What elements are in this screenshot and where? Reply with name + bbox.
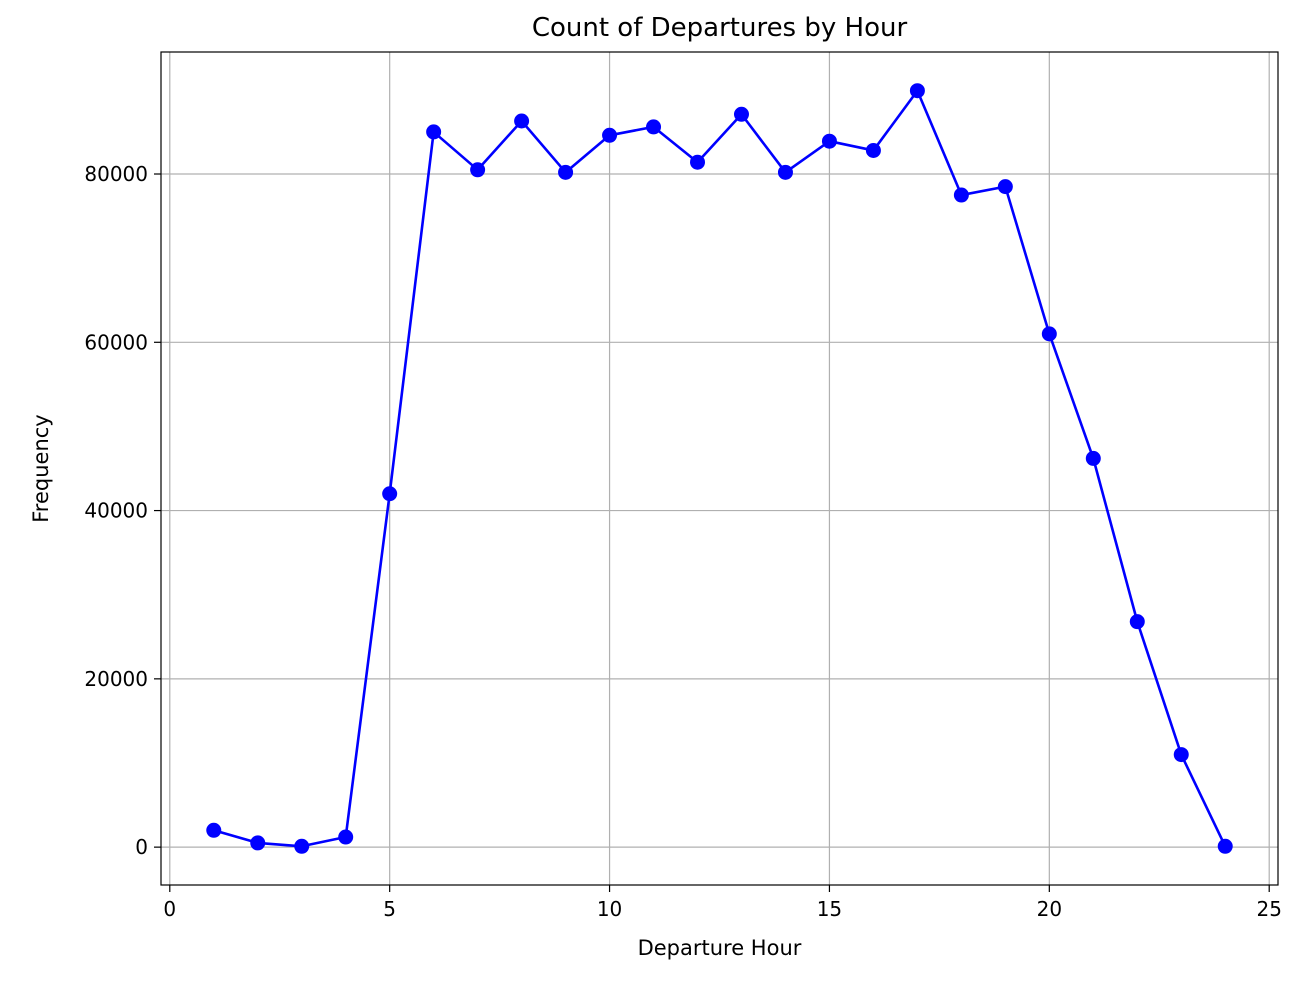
data-point [953, 187, 969, 203]
data-point [909, 83, 925, 99]
data-point [426, 124, 442, 140]
data-point [733, 106, 749, 122]
x-tick-label: 5 [383, 897, 396, 921]
x-tick-label: 10 [597, 897, 622, 921]
ticks: 0 5 10 15 20 25 0 20000 40000 60000 80000 [84, 162, 1282, 921]
plot-frame [160, 51, 1279, 886]
series-line [213, 89, 1227, 848]
x-axis-label: Departure Hour [638, 936, 802, 960]
x-tick-label: 25 [1256, 897, 1281, 921]
data-point [250, 835, 266, 851]
data-point [514, 113, 530, 129]
data-point [558, 164, 574, 180]
x-tick-label: 20 [1037, 897, 1062, 921]
data-point [338, 829, 354, 845]
x-tick-label: 15 [817, 897, 842, 921]
y-tick-label: 0 [135, 835, 148, 859]
data-point [1129, 614, 1145, 630]
data-point [294, 838, 310, 854]
data-point [997, 179, 1013, 195]
series [206, 83, 1233, 854]
y-tick-label: 60000 [84, 330, 148, 354]
grid [161, 52, 1278, 885]
y-tick-label: 40000 [84, 499, 148, 523]
data-point [821, 133, 837, 149]
data-point [1217, 838, 1233, 854]
data-point [646, 119, 662, 135]
data-point [1173, 747, 1189, 763]
data-point [690, 154, 706, 170]
data-point [206, 822, 222, 838]
x-tick-label: 0 [163, 897, 176, 921]
y-tick-label: 80000 [84, 162, 148, 186]
data-point [1041, 326, 1057, 342]
data-point [382, 486, 398, 502]
chart-title: Count of Departures by Hour [532, 13, 908, 43]
y-tick-label: 20000 [84, 667, 148, 691]
data-point [777, 164, 793, 180]
data-point [865, 142, 881, 158]
data-point [470, 162, 486, 178]
data-point [602, 127, 618, 143]
data-point [1085, 450, 1101, 466]
y-axis-label: Frequency [29, 414, 53, 523]
